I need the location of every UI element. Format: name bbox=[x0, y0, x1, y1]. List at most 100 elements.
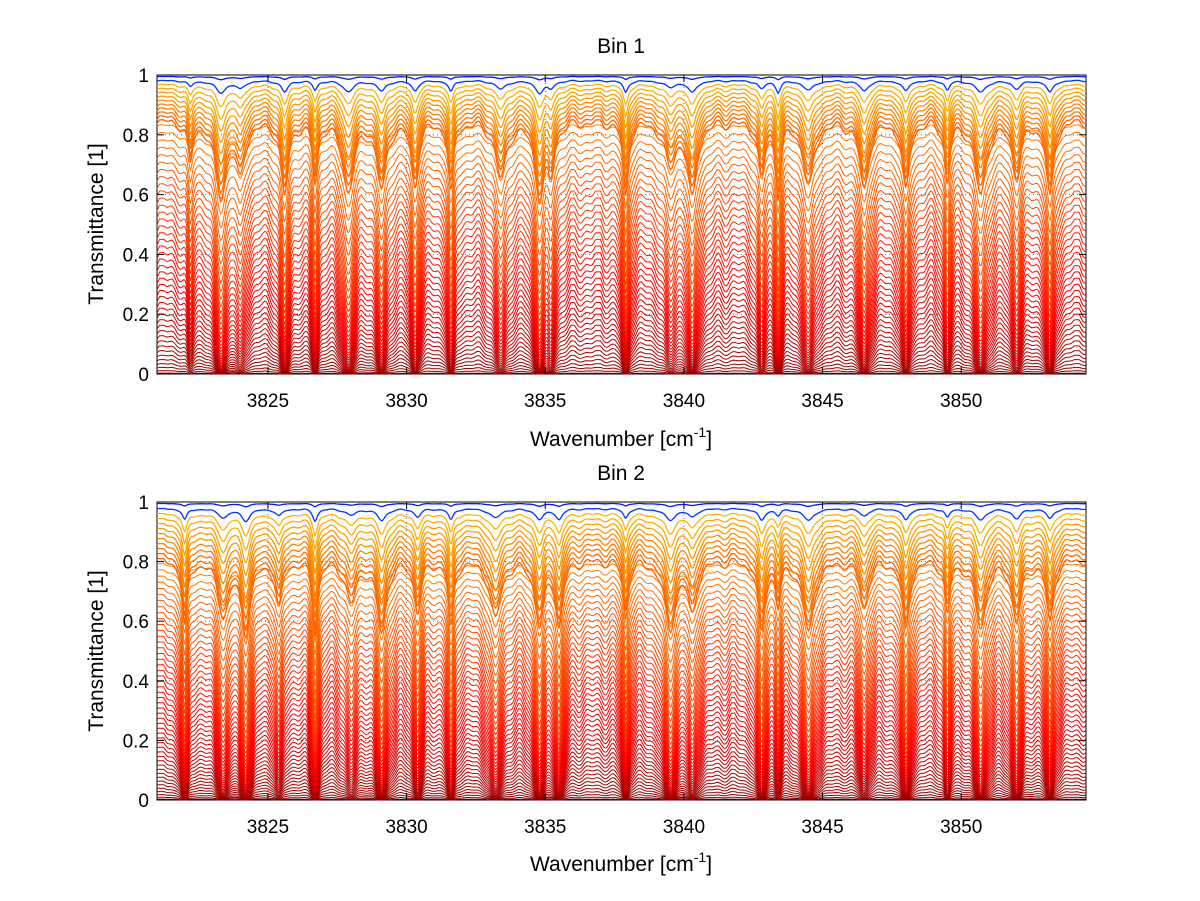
x-axis-ticks: 3825 3830 3835 3840 3845 3850 bbox=[247, 75, 982, 412]
x-axis-label: Wavenumber [cm-1] bbox=[530, 424, 712, 451]
y-tick-label: 0 bbox=[138, 365, 149, 386]
spectrum-series bbox=[157, 75, 1087, 81]
x-axis-ticks: 3825 3830 3835 3840 3845 3850 bbox=[247, 502, 982, 838]
y-axis-ticks: 0 0.2 0.4 0.6 0.8 1 bbox=[123, 493, 1086, 812]
x-tick-label: 3845 bbox=[801, 391, 843, 412]
chart-bin-2: Bin 2 3825 3830 3835 3840 3845 3850 0 0.2 0.4 0.… bbox=[85, 462, 1087, 876]
spectrum-series bbox=[156, 307, 1087, 364]
spectrum-series bbox=[156, 794, 1087, 801]
x-tick-label: 3835 bbox=[524, 391, 566, 412]
x-tick-label: 3830 bbox=[385, 391, 427, 412]
spectrum-series bbox=[156, 340, 1087, 371]
spectrum-series bbox=[156, 313, 1087, 366]
spectrum-series bbox=[156, 83, 1087, 109]
spectrum-series bbox=[156, 183, 1087, 277]
y-tick-label: 0 bbox=[138, 791, 149, 812]
spectrum-series bbox=[156, 87, 1087, 122]
spectrum-series bbox=[156, 335, 1087, 370]
y-tick-label: 0.6 bbox=[123, 612, 149, 633]
spectrum-series bbox=[156, 283, 1087, 356]
y-tick-label: 0.2 bbox=[123, 731, 149, 752]
spectrum-series bbox=[156, 372, 1086, 375]
spectrum-series bbox=[156, 218, 1087, 316]
spectrum-series bbox=[156, 552, 1087, 631]
x-tick-label: 3825 bbox=[247, 817, 289, 838]
spectrum-series bbox=[156, 211, 1087, 310]
spectrum-series bbox=[156, 95, 1087, 146]
y-tick-label: 0.6 bbox=[123, 186, 149, 207]
spectrum-series bbox=[156, 350, 1087, 373]
spectrum-series bbox=[156, 146, 1087, 217]
spectrum-series bbox=[156, 512, 1087, 538]
spectrum-series bbox=[156, 91, 1087, 134]
spectrum-series bbox=[156, 252, 1087, 341]
spectrum-series bbox=[156, 366, 1087, 375]
spectrum-series bbox=[156, 363, 1087, 374]
spectrum-series bbox=[156, 79, 1087, 95]
spectrum-series bbox=[157, 798, 1087, 801]
spectrum-series bbox=[157, 502, 1086, 508]
x-axis-label: Wavenumber [cm-1] bbox=[530, 849, 712, 876]
spectrum-series bbox=[156, 796, 1087, 801]
spectrum-series bbox=[156, 190, 1087, 286]
spectrum-series bbox=[156, 542, 1087, 611]
spectrum-series bbox=[156, 537, 1087, 600]
spectrum-series bbox=[156, 103, 1087, 167]
spectrum-series bbox=[156, 258, 1087, 345]
spectrum-series bbox=[156, 791, 1087, 800]
chart-title: Bin 1 bbox=[597, 35, 645, 58]
y-tick-label: 1 bbox=[138, 66, 149, 87]
y-tick-label: 0.4 bbox=[123, 245, 150, 266]
x-tick-label: 3835 bbox=[524, 817, 566, 838]
y-tick-label: 0.8 bbox=[123, 553, 149, 574]
x-tick-label: 3850 bbox=[940, 817, 982, 838]
spectrum-series bbox=[156, 204, 1087, 302]
spectrum-series bbox=[156, 99, 1087, 157]
spectrum-series bbox=[156, 225, 1087, 322]
spectrum-series bbox=[156, 780, 1087, 799]
x-tick-label: 3845 bbox=[801, 817, 843, 838]
spectrum-series bbox=[156, 600, 1087, 680]
chart-title: Bin 2 bbox=[597, 462, 645, 485]
y-axis-ticks: 0 0.2 0.4 0.6 0.8 1 bbox=[123, 66, 1086, 386]
spectrum-series bbox=[156, 507, 1087, 523]
x-tick-label: 3830 bbox=[385, 817, 427, 838]
spectrum-series bbox=[156, 612, 1087, 699]
y-tick-label: 0.8 bbox=[123, 126, 149, 147]
spectrum-series bbox=[156, 271, 1087, 351]
x-tick-label: 3850 bbox=[940, 391, 982, 412]
chart-bin-1: Bin 1 3825 3830 3835 3840 3845 3850 0 0.2 0.4 0.… bbox=[85, 35, 1087, 451]
spectrum-series bbox=[156, 624, 1087, 715]
spectrum-series bbox=[156, 277, 1087, 354]
spectrum-series bbox=[156, 787, 1087, 800]
spectrum-series bbox=[156, 290, 1087, 359]
data-series-group bbox=[156, 75, 1087, 375]
spectrum-series bbox=[156, 265, 1087, 348]
spectrum-series bbox=[156, 345, 1087, 372]
spectrum-series bbox=[156, 354, 1087, 373]
spectrum-series bbox=[156, 594, 1087, 669]
spectrum-series bbox=[156, 629, 1087, 722]
spectrum-series bbox=[156, 532, 1087, 589]
spectrum-series bbox=[156, 302, 1087, 363]
spectrum-series bbox=[156, 324, 1087, 368]
spectrum-series bbox=[156, 547, 1087, 621]
spectrum-series bbox=[156, 154, 1087, 231]
spectrum-series bbox=[156, 618, 1087, 707]
spectrum-series bbox=[156, 581, 1087, 646]
x-tick-label: 3840 bbox=[663, 391, 705, 412]
spectrum-series bbox=[156, 319, 1087, 367]
x-tick-label: 3825 bbox=[247, 391, 289, 412]
spectrum-series bbox=[156, 111, 1087, 188]
spectrum-series bbox=[156, 232, 1087, 327]
spectrum-series bbox=[156, 370, 1086, 375]
y-tick-label: 0.4 bbox=[123, 672, 150, 693]
spectrum-series bbox=[156, 168, 1087, 256]
spectrum-series bbox=[156, 517, 1087, 552]
spectrum-series bbox=[156, 330, 1087, 369]
spectrum-series bbox=[156, 359, 1087, 374]
spectrum-series bbox=[156, 784, 1087, 800]
spectrum-series bbox=[156, 776, 1087, 799]
spectrum-series bbox=[156, 107, 1087, 178]
